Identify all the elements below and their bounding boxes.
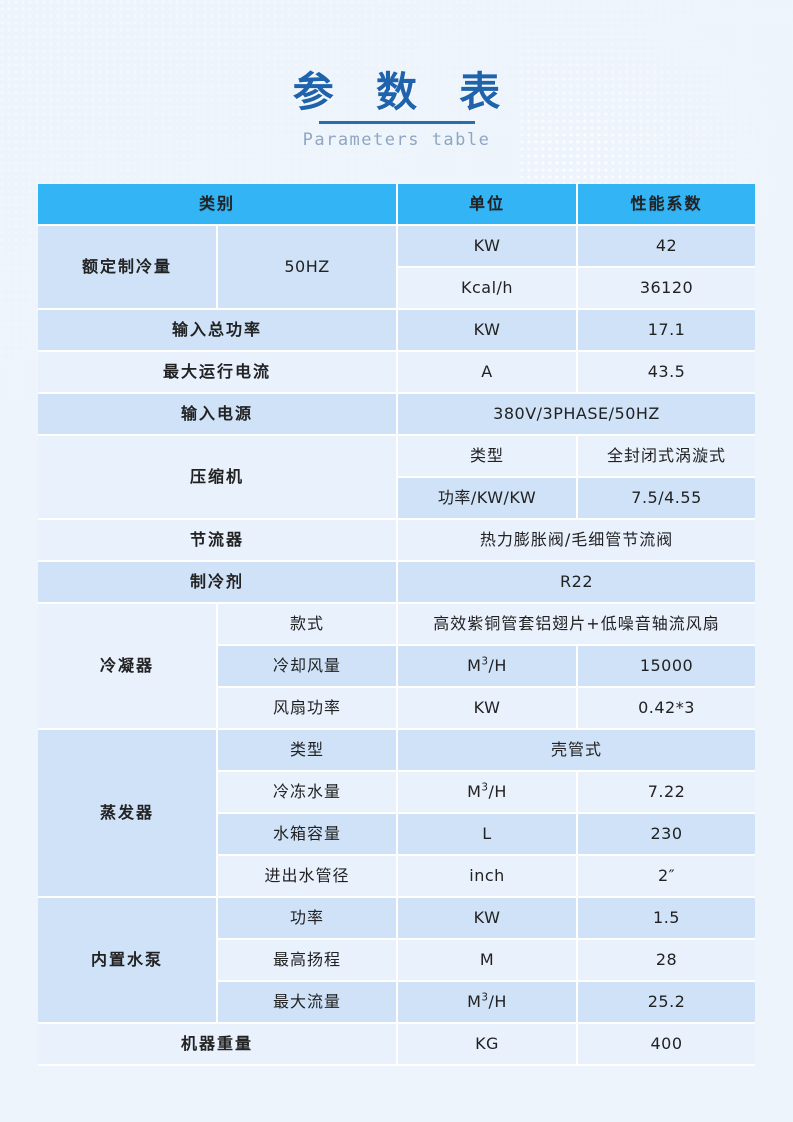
row-value: 42 <box>578 226 756 268</box>
table-row: 进出水管径 inch 2″ <box>38 856 756 898</box>
row-subcategory-50hz: 50HZ <box>218 226 399 310</box>
row-value: R22 <box>398 562 756 604</box>
row-subcategory: 风扇功率 <box>218 688 399 730</box>
row-value: 壳管式 <box>398 730 756 772</box>
row-subcategory: 类型 <box>218 730 399 772</box>
row-subcategory: 最大流量 <box>218 982 399 1024</box>
row-subcategory: 冷冻水量 <box>218 772 399 814</box>
page-title: 参 数 表 <box>292 68 515 116</box>
table-row: 蒸发器 类型 壳管式 <box>38 730 756 898</box>
row-unit: M3/H <box>398 646 579 688</box>
row-category-condenser: 冷凝器 <box>38 604 218 730</box>
table-body: 额定制冷量 50HZ KW 42 Kcal/h 36120 输入总功率 KW 1… <box>38 226 756 1066</box>
row-value: 380V/3PHASE/50HZ <box>398 394 756 436</box>
table-row: 冷冻水量 M3/H 7.22 <box>38 772 756 814</box>
row-value: 7.5/4.55 <box>578 478 756 520</box>
row-subcategory: 最高扬程 <box>218 940 399 982</box>
row-value: 2″ <box>578 856 756 898</box>
table-row: 制冷剂 R22 <box>38 562 756 604</box>
row-value: 25.2 <box>578 982 756 1024</box>
row-value: 1.5 <box>578 898 756 940</box>
row-unit: KW <box>398 310 579 352</box>
page-title-block: 参 数 表 Parameters table <box>0 68 793 151</box>
row-unit: A <box>398 352 579 394</box>
row-unit: M <box>398 940 579 982</box>
row-subcategory: 冷却风量 <box>218 646 399 688</box>
row-value: 15000 <box>578 646 756 688</box>
row-value: 43.5 <box>578 352 756 394</box>
column-header-unit: 单位 <box>398 184 579 226</box>
row-category-refrigerant: 制冷剂 <box>38 562 399 604</box>
title-underline <box>318 121 475 125</box>
row-category-total-input-power: 输入总功率 <box>38 310 399 352</box>
table-row: 最大运行电流 A 43.5 <box>38 352 756 394</box>
table-row: 冷却风量 M3/H 15000 <box>38 646 756 688</box>
row-unit: L <box>398 814 579 856</box>
table-row: 输入总功率 KW 17.1 <box>38 310 756 352</box>
row-subcategory: 水箱容量 <box>218 814 399 856</box>
row-category-evaporator: 蒸发器 <box>38 730 218 898</box>
row-unit: 功率/KW/KW <box>398 478 579 520</box>
row-unit: M3/H <box>398 772 579 814</box>
row-unit: KW <box>398 898 579 940</box>
row-value: 全封闭式涡漩式 <box>578 436 756 478</box>
row-unit: M3/H <box>398 982 579 1024</box>
row-value: 230 <box>578 814 756 856</box>
row-subcategory: 功率 <box>218 898 399 940</box>
row-category-machine-weight: 机器重量 <box>38 1024 399 1066</box>
row-category-rated-cooling: 额定制冷量 <box>38 226 218 310</box>
row-unit: Kcal/h <box>398 268 579 310</box>
page-subtitle: Parameters table <box>302 130 491 151</box>
table-row: 节流器 热力膨胀阀/毛细管节流阀 <box>38 520 756 562</box>
row-value: 400 <box>578 1024 756 1066</box>
table-row: 风扇功率 KW 0.42*3 <box>38 688 756 730</box>
row-subcategory: 款式 <box>218 604 399 646</box>
column-header-coefficient: 性能系数 <box>578 184 756 226</box>
row-value: 17.1 <box>578 310 756 352</box>
table-row: 压缩机 类型 全封闭式涡漩式 <box>38 436 756 520</box>
table-row: 额定制冷量 50HZ KW 42 <box>38 226 756 310</box>
table-row: 水箱容量 L 230 <box>38 814 756 856</box>
parameters-table: 类别 单位 性能系数 额定制冷量 50HZ KW 42 Kcal/h 36120… <box>38 184 756 1066</box>
row-value: 36120 <box>578 268 756 310</box>
row-category-compressor: 压缩机 <box>38 436 399 520</box>
row-unit: inch <box>398 856 579 898</box>
table-row: Kcal/h 36120 <box>38 268 756 310</box>
table-row: 功率/KW/KW 7.5/4.55 <box>38 478 756 520</box>
table-row: 最大流量 M3/H 25.2 <box>38 982 756 1024</box>
row-unit: 类型 <box>398 436 579 478</box>
table-row: 输入电源 380V/3PHASE/50HZ <box>38 394 756 436</box>
row-category-power-supply: 输入电源 <box>38 394 399 436</box>
table-row: 最高扬程 M 28 <box>38 940 756 982</box>
row-category-max-running-current: 最大运行电流 <box>38 352 399 394</box>
table-row: 机器重量 KG 400 <box>38 1024 756 1066</box>
row-value: 高效紫铜管套铝翅片+低噪音轴流风扇 <box>398 604 756 646</box>
row-unit: KW <box>398 226 579 268</box>
table-header-row: 类别 单位 性能系数 <box>38 184 756 226</box>
table-header: 类别 单位 性能系数 <box>38 184 756 226</box>
row-subcategory: 进出水管径 <box>218 856 399 898</box>
row-value: 0.42*3 <box>578 688 756 730</box>
row-value: 28 <box>578 940 756 982</box>
row-unit: KW <box>398 688 579 730</box>
table-row: 冷凝器 款式 高效紫铜管套铝翅片+低噪音轴流风扇 <box>38 604 756 730</box>
row-value: 热力膨胀阀/毛细管节流阀 <box>398 520 756 562</box>
row-category-built-in-pump: 内置水泵 <box>38 898 218 1024</box>
row-category-throttle: 节流器 <box>38 520 399 562</box>
column-header-category: 类别 <box>38 184 399 226</box>
table-row: 内置水泵 功率 KW 1.5 <box>38 898 756 1024</box>
row-unit: KG <box>398 1024 579 1066</box>
row-value: 7.22 <box>578 772 756 814</box>
